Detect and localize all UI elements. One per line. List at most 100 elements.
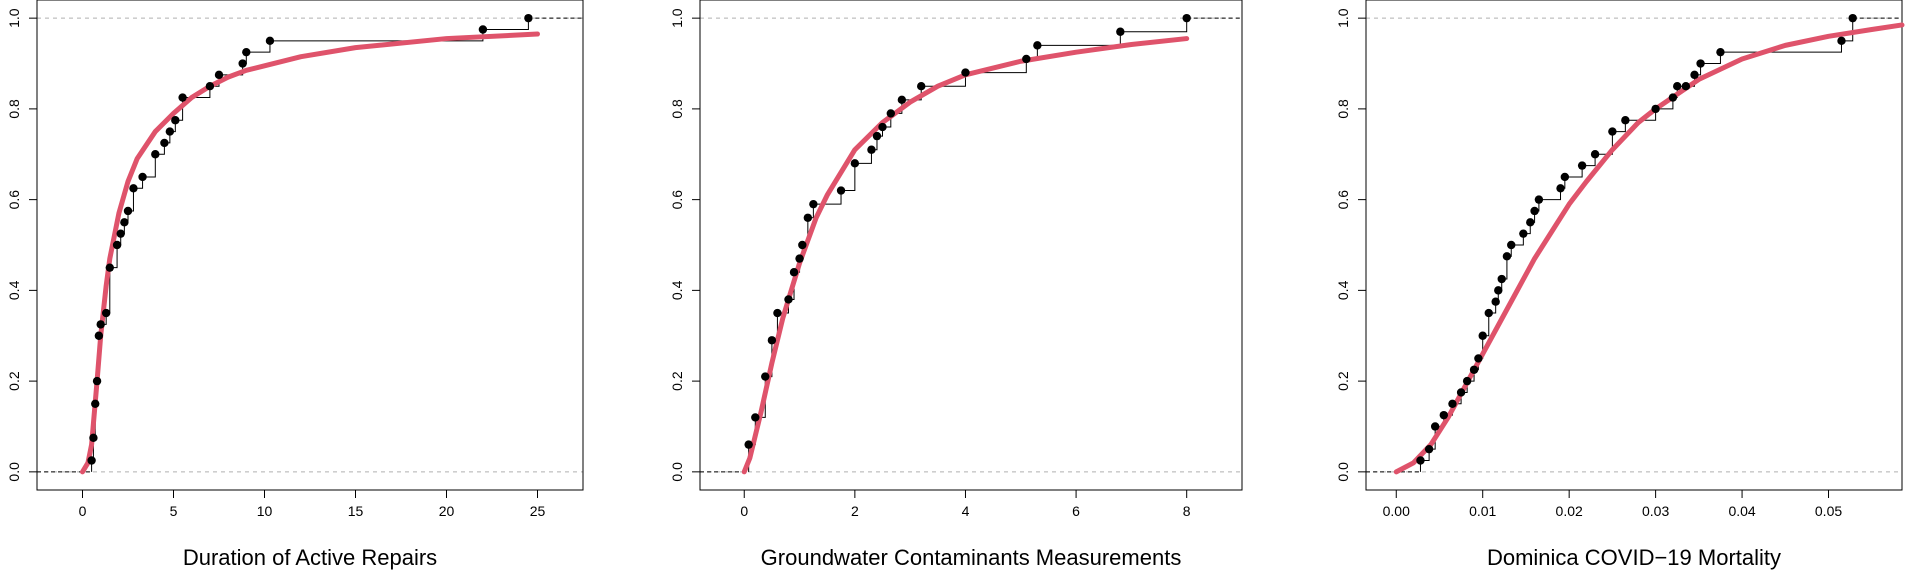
ecdf-point [1507,240,1516,250]
ecdf-point [101,308,111,318]
ecdf-point [795,254,804,263]
ecdf-point [160,138,169,148]
ecdf-point [96,320,105,329]
ecdf-point [1716,47,1725,57]
y-tick-label: 1.0 [6,8,22,28]
ecdf-point [872,131,882,141]
y-tick-label: 0.0 [1335,462,1351,482]
ecdf-point [1022,54,1031,64]
ecdf-point [751,413,760,422]
ecdf-point [836,186,846,195]
ecdf-point [123,206,133,216]
ecdf-point [1456,388,1466,397]
ecdf-point [92,376,102,386]
ecdf-point [120,218,129,227]
ecdf-point [897,95,907,105]
x-axis-label: Duration of Active Repairs [183,545,437,570]
ecdf-point [1668,93,1678,102]
ecdf-point [1478,331,1487,340]
ecdf-point [1681,82,1691,91]
fitted-cdf-curve [80,31,540,475]
y-tick-label: 1.0 [669,8,685,28]
ecdf-point [1494,286,1503,295]
ecdf-point [1526,218,1535,227]
y-tick-label: 0.2 [669,371,685,391]
ecdf-point [1424,444,1434,454]
y-tick-label: 0.6 [669,190,685,210]
y-tick-label: 0.0 [669,462,685,482]
ecdf-point [138,172,147,182]
fitted-cdf-curve [1393,22,1905,475]
ecdf-point [214,70,224,80]
ecdf-point [1116,27,1125,36]
ecdf-point [1530,206,1539,216]
ecdf-point [744,440,753,449]
ecdf-point [1033,41,1042,50]
ecdf-point [886,109,896,118]
ecdf-point [1837,36,1846,46]
ecdf-point [171,116,180,125]
y-tick-label: 0.4 [6,280,22,300]
x-tick-label: 0.04 [1728,503,1755,519]
ecdf-point [1462,376,1472,386]
y-tick-label: 0.2 [1335,371,1351,391]
ecdf-point [867,145,876,154]
y-tick-label: 0.8 [1335,99,1351,119]
x-tick-label: 0.05 [1815,503,1842,519]
y-tick-label: 0.4 [1335,280,1351,300]
ecdf-point [1673,82,1682,91]
x-tick-label: 0.02 [1556,503,1583,519]
fitted-cdf-curve [741,36,1190,475]
ecdf-point [238,59,247,68]
y-tick-label: 0.6 [6,190,22,210]
x-tick-label: 0.01 [1469,503,1496,519]
chart-panel-3: 0.00 0.01 0.02 0.03 0.04 0.05 0.0 0.2 0.4 0.6 0.8 1… [1335,0,1905,570]
x-tick-label: 8 [1183,503,1191,519]
ecdf-point [94,331,104,340]
y-tick-label: 0.8 [669,99,685,119]
chart-panel-2: 0 2 4 6 8 0.0 0.2 0.4 0.6 0.8 1.0 Groundwater Conta… [669,0,1243,570]
ecdf-point [1497,274,1506,284]
ecdf-point [789,268,799,277]
ecdf-step-line [1419,18,1854,472]
ecdf-point [773,308,782,318]
ecdf-point [91,399,100,408]
ecdf-point [1484,308,1493,318]
ecdf-point [1439,410,1449,420]
x-tick-label: 6 [1072,503,1080,519]
ecdf-point [1430,422,1440,431]
ecdf-step-line [748,18,1188,472]
x-tick-label: 0.00 [1383,503,1410,519]
ecdf-point [1556,184,1565,193]
x-tick-label: 4 [962,503,970,519]
ecdf-point [1519,229,1528,238]
x-tick-label: 25 [530,503,546,519]
y-tick-label: 1.0 [1335,8,1351,28]
x-axis-label: Dominica COVID−19 Mortality [1487,545,1781,570]
ecdf-point [917,82,926,91]
ecdf-point [1502,252,1512,261]
chart-panel-1: 0 5 10 15 20 25 0.0 0.2 0.4 0.6 0.8 1.0 Duration of … [6,0,584,570]
ecdf-point [1651,104,1660,114]
ecdf-point [1534,195,1544,204]
ecdf-point [878,122,887,132]
ecdf-point [112,240,122,250]
y-tick-label: 0.6 [1335,190,1351,210]
ecdf-point [1474,354,1483,363]
ecdf-point [1848,13,1857,23]
ecdf-point [809,199,818,209]
ecdf-point [178,93,187,102]
ecdf-point [803,213,813,222]
ecdf-point [1608,127,1617,136]
x-axis-label: Groundwater Contaminants Measurements [761,545,1182,570]
ecdf-point [961,68,970,77]
y-tick-label: 0.0 [6,462,22,482]
ecdf-point [1469,365,1479,374]
ecdf-point [1182,13,1191,23]
ecdf-step-line [91,18,529,472]
ecdf-point [1621,116,1630,125]
x-tick-label: 15 [348,503,364,519]
ecdf-point [87,456,96,465]
y-tick-label: 0.2 [6,371,22,391]
ecdf-point [524,13,533,23]
